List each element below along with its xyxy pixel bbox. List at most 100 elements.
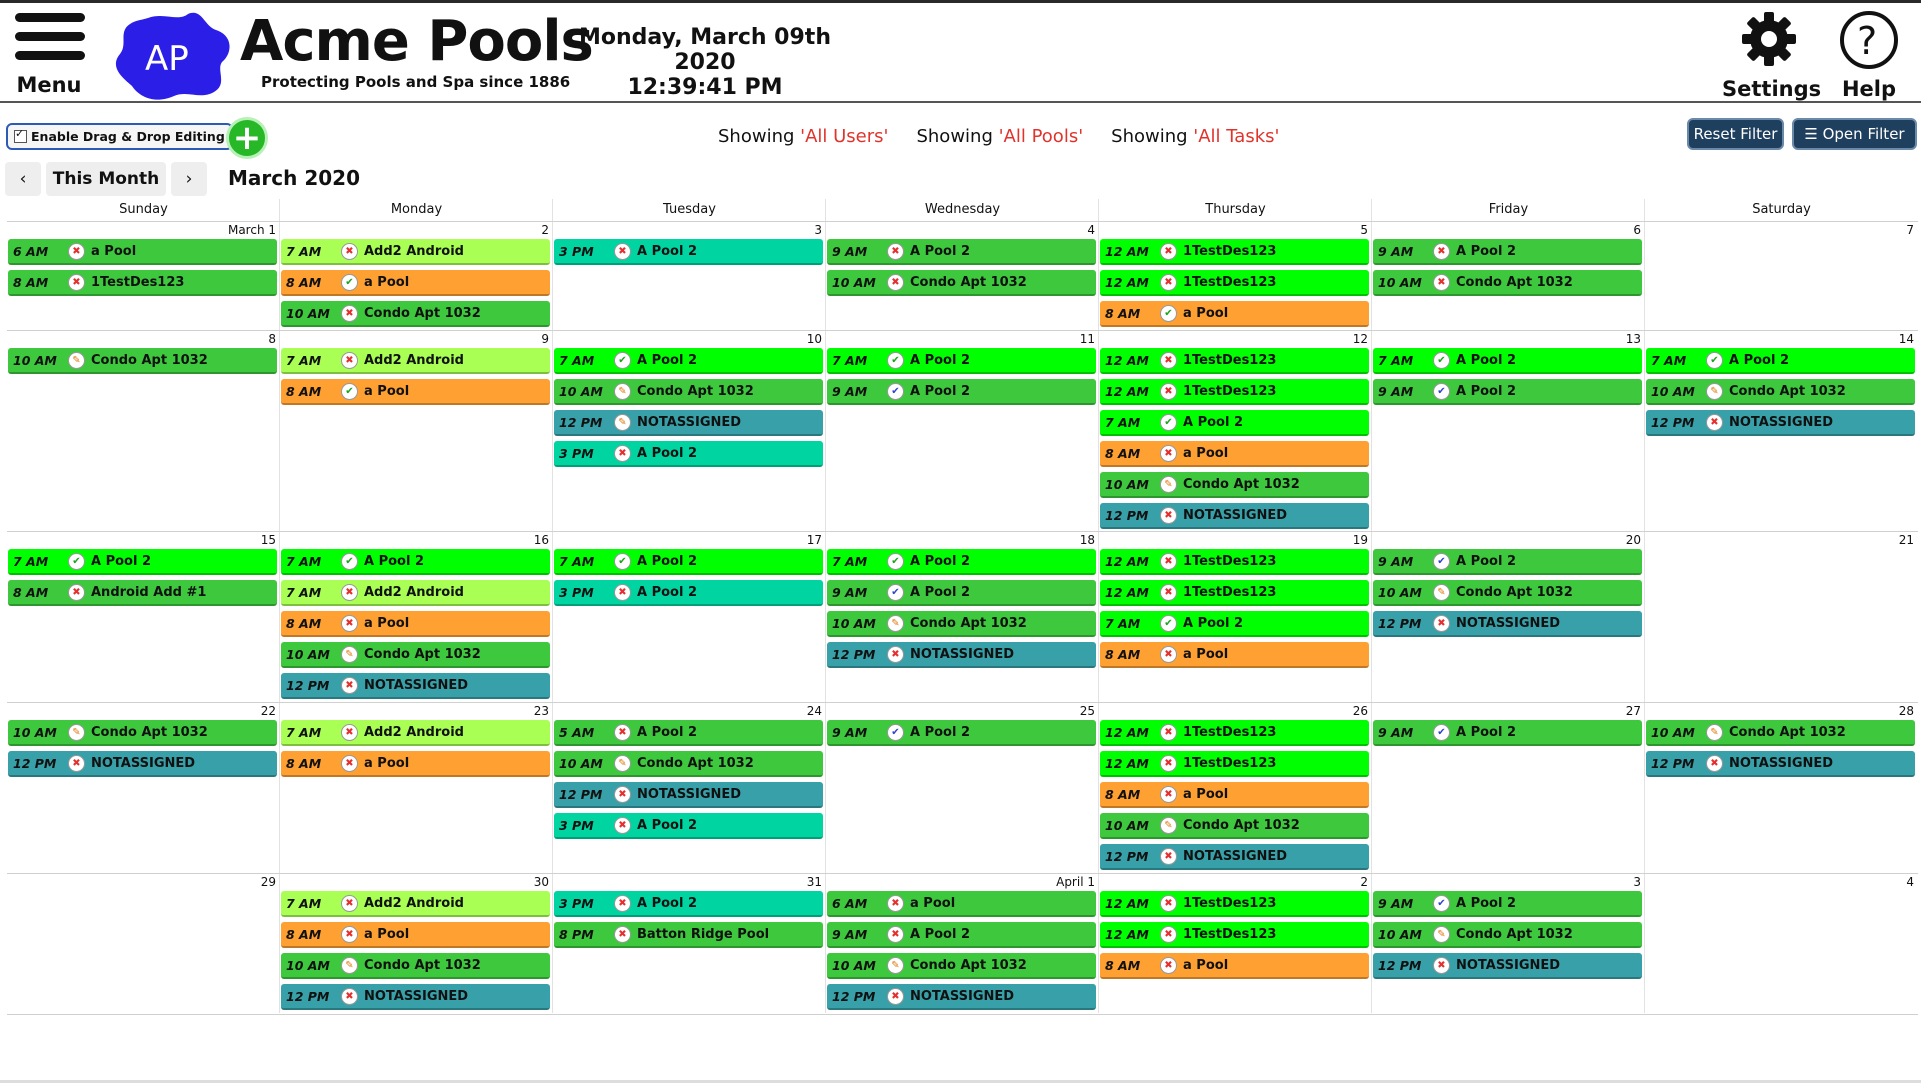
prev-month-button[interactable]: ‹ [5,162,41,196]
calendar-event[interactable]: 8 AM a Pool [281,751,550,777]
day-cell[interactable]: 14 7 AM A Pool 2 10 AM Condo Apt 1032 12 PM NO… [1645,330,1918,531]
calendar-event[interactable]: 8 AM a Pool [281,922,550,948]
calendar-event[interactable]: 10 AM Condo Apt 1032 [827,953,1096,979]
calendar-event[interactable]: 10 AM Condo Apt 1032 [1100,472,1369,498]
calendar-event[interactable]: 6 AM a Pool [8,239,277,265]
calendar-event[interactable]: 7 AM A Pool 2 [1100,611,1369,637]
day-cell[interactable]: 7 [1645,221,1918,330]
drag-drop-checkbox[interactable] [14,127,27,143]
calendar-event[interactable]: 10 AM Condo Apt 1032 [554,379,823,405]
calendar-event[interactable]: 10 AM Condo Apt 1032 [827,270,1096,296]
calendar-event[interactable]: 9 AM A Pool 2 [827,720,1096,746]
calendar-event[interactable]: 8 AM a Pool [281,379,550,405]
reset-filter-button[interactable]: Reset Filter [1687,118,1784,150]
day-cell[interactable]: 11 7 AM A Pool 2 9 AM A Pool 2 [826,330,1099,531]
calendar-event[interactable]: 10 AM Condo Apt 1032 [281,301,550,327]
calendar-event[interactable]: 3 PM A Pool 2 [554,441,823,467]
calendar-event[interactable]: 12 AM 1TestDes123 [1100,379,1369,405]
calendar-event[interactable]: 7 AM A Pool 2 [281,549,550,575]
calendar-event[interactable]: 10 AM Condo Apt 1032 [1100,813,1369,839]
calendar-event[interactable]: 10 AM Condo Apt 1032 [281,642,550,668]
calendar-event[interactable]: 10 AM Condo Apt 1032 [8,348,277,374]
calendar-event[interactable]: 12 PM NOTASSIGNED [1373,953,1642,979]
day-cell[interactable]: 2 7 AM Add2 Android 8 AM a Pool 10 AM Condo Ap… [280,221,553,330]
day-cell[interactable]: 8 10 AM Condo Apt 1032 [7,330,280,531]
calendar-event[interactable]: 12 AM 1TestDes123 [1100,549,1369,575]
day-cell[interactable]: 16 7 AM A Pool 2 7 AM Add2 Android 8 AM a Pool… [280,531,553,702]
calendar-event[interactable]: 7 AM A Pool 2 [1646,348,1915,374]
calendar-event[interactable]: 8 AM a Pool [1100,301,1369,327]
day-cell[interactable]: 10 7 AM A Pool 2 10 AM Condo Apt 1032 12 PM NO… [553,330,826,531]
calendar-event[interactable]: 12 PM NOTASSIGNED [8,751,277,777]
menu-button[interactable]: Menu [10,13,88,99]
calendar-event[interactable]: 3 PM A Pool 2 [554,580,823,606]
calendar-event[interactable]: 10 AM Condo Apt 1032 [1373,270,1642,296]
help-button[interactable]: ? Help [1828,9,1910,101]
calendar-event[interactable]: 12 PM NOTASSIGNED [554,782,823,808]
calendar-event[interactable]: 12 AM 1TestDes123 [1100,891,1369,917]
this-month-button[interactable]: This Month [46,162,166,196]
next-month-button[interactable]: › [171,162,207,196]
calendar-event[interactable]: 8 AM a Pool [281,611,550,637]
calendar-event[interactable]: 12 AM 1TestDes123 [1100,348,1369,374]
calendar-event[interactable]: 8 AM Android Add #1 [8,580,277,606]
calendar-event[interactable]: 9 AM A Pool 2 [827,580,1096,606]
calendar-event[interactable]: 12 PM NOTASSIGNED [827,642,1096,668]
day-cell[interactable]: 25 9 AM A Pool 2 [826,702,1099,873]
calendar-event[interactable]: 7 AM A Pool 2 [827,549,1096,575]
calendar-event[interactable]: 8 PM Batton Ridge Pool [554,922,823,948]
calendar-event[interactable]: 10 AM Condo Apt 1032 [554,751,823,777]
day-cell[interactable]: 3 9 AM A Pool 2 10 AM Condo Apt 1032 12 PM NOT… [1372,873,1645,1014]
calendar-event[interactable]: 9 AM A Pool 2 [1373,239,1642,265]
calendar-event[interactable]: 12 PM NOTASSIGNED [1100,844,1369,870]
day-cell[interactable]: 2 12 AM 1TestDes123 12 AM 1TestDes123 8 AM a P… [1099,873,1372,1014]
calendar-event[interactable]: 12 AM 1TestDes123 [1100,270,1369,296]
calendar-event[interactable]: 12 PM NOTASSIGNED [1646,751,1915,777]
calendar-event[interactable]: 10 AM Condo Apt 1032 [1373,922,1642,948]
calendar-event[interactable]: 12 PM NOTASSIGNED [1373,611,1642,637]
day-cell[interactable]: 31 3 PM A Pool 2 8 PM Batton Ridge Pool [553,873,826,1014]
calendar-event[interactable]: 12 PM NOTASSIGNED [1100,503,1369,529]
calendar-event[interactable]: 9 AM A Pool 2 [1373,720,1642,746]
day-cell[interactable]: 12 12 AM 1TestDes123 12 AM 1TestDes123 7 AM A … [1099,330,1372,531]
day-cell[interactable]: 24 5 AM A Pool 2 10 AM Condo Apt 1032 12 PM NO… [553,702,826,873]
calendar-event[interactable]: 5 AM A Pool 2 [554,720,823,746]
day-cell[interactable]: 28 10 AM Condo Apt 1032 12 PM NOTASSIGNED [1645,702,1918,873]
day-cell[interactable]: 4 9 AM A Pool 2 10 AM Condo Apt 1032 [826,221,1099,330]
drag-drop-toggle[interactable]: Enable Drag & Drop Editing [6,123,233,150]
day-cell[interactable]: 17 7 AM A Pool 2 3 PM A Pool 2 [553,531,826,702]
calendar-event[interactable]: 3 PM A Pool 2 [554,813,823,839]
day-cell[interactable]: April 1 6 AM a Pool 9 AM A Pool 2 10 AM Condo … [826,873,1099,1014]
calendar-event[interactable]: 8 AM a Pool [1100,782,1369,808]
calendar-event[interactable]: 7 AM Add2 Android [281,891,550,917]
day-cell[interactable]: 9 7 AM Add2 Android 8 AM a Pool [280,330,553,531]
calendar-event[interactable]: 8 AM 1TestDes123 [8,270,277,296]
day-cell[interactable]: 22 10 AM Condo Apt 1032 12 PM NOTASSIGNED [7,702,280,873]
calendar-event[interactable]: 12 AM 1TestDes123 [1100,751,1369,777]
calendar-event[interactable]: 7 AM Add2 Android [281,720,550,746]
calendar-event[interactable]: 10 AM Condo Apt 1032 [281,953,550,979]
day-cell[interactable]: 23 7 AM Add2 Android 8 AM a Pool [280,702,553,873]
day-cell[interactable]: 20 9 AM A Pool 2 10 AM Condo Apt 1032 12 PM NO… [1372,531,1645,702]
day-cell[interactable]: 19 12 AM 1TestDes123 12 AM 1TestDes123 7 AM A … [1099,531,1372,702]
day-cell[interactable]: March 1 6 AM a Pool 8 AM 1TestDes123 [7,221,280,330]
day-cell[interactable]: 21 [1645,531,1918,702]
calendar-event[interactable]: 9 AM A Pool 2 [1373,891,1642,917]
day-cell[interactable]: 13 7 AM A Pool 2 9 AM A Pool 2 [1372,330,1645,531]
calendar-event[interactable]: 12 AM 1TestDes123 [1100,239,1369,265]
calendar-event[interactable]: 7 AM Add2 Android [281,239,550,265]
calendar-event[interactable]: 7 AM A Pool 2 [1100,410,1369,436]
calendar-event[interactable]: 3 PM A Pool 2 [554,891,823,917]
calendar-event[interactable]: 12 PM NOTASSIGNED [827,984,1096,1010]
day-cell[interactable]: 3 3 PM A Pool 2 [553,221,826,330]
calendar-event[interactable]: 9 AM A Pool 2 [827,922,1096,948]
calendar-event[interactable]: 10 AM Condo Apt 1032 [1373,580,1642,606]
calendar-event[interactable]: 10 AM Condo Apt 1032 [1646,379,1915,405]
day-cell[interactable]: 15 7 AM A Pool 2 8 AM Android Add #1 [7,531,280,702]
calendar-event[interactable]: 8 AM a Pool [1100,441,1369,467]
calendar-event[interactable]: 7 AM A Pool 2 [554,348,823,374]
day-cell[interactable]: 6 9 AM A Pool 2 10 AM Condo Apt 1032 [1372,221,1645,330]
day-cell[interactable]: 27 9 AM A Pool 2 [1372,702,1645,873]
calendar-event[interactable]: 7 AM Add2 Android [281,580,550,606]
calendar-event[interactable]: 6 AM a Pool [827,891,1096,917]
